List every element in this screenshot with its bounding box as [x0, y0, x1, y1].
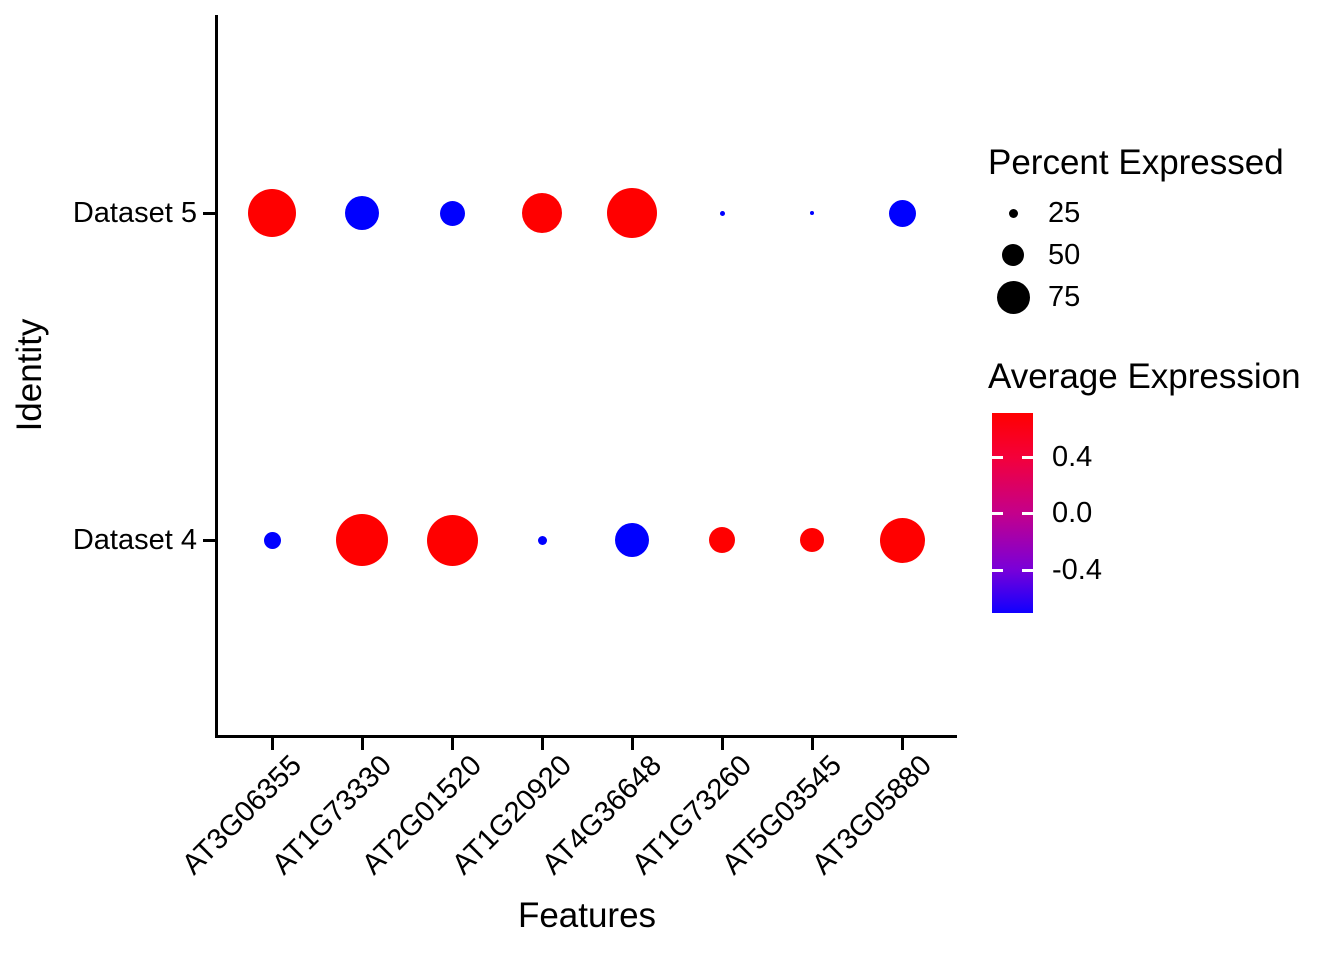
colorbar-tick-left-0.4 — [992, 456, 1003, 459]
x-tick-at1g20920 — [541, 738, 544, 750]
size-legend-dot-75 — [996, 280, 1030, 314]
dot-dataset4-AT4G36648 — [615, 523, 649, 557]
dot-dataset5-AT4G36648 — [607, 188, 657, 238]
dot-dataset5-AT1G73330 — [345, 196, 379, 230]
colorbar-label-0.4: 0.4 — [1052, 441, 1093, 473]
dot-dataset4-AT2G01520 — [426, 514, 478, 566]
dot-dataset4-AT1G73260 — [709, 527, 735, 553]
dot-dataset4-AT3G05880 — [879, 517, 925, 563]
x-tick-at2g01520 — [451, 738, 454, 750]
x-tick-at5g03545 — [811, 738, 814, 750]
x-tick-at4g36648 — [631, 738, 634, 750]
colorbar-tick-right-0.0 — [1022, 512, 1033, 515]
dot-dataset5-AT3G06355 — [248, 189, 296, 237]
x-tick-at1g73330 — [361, 738, 364, 750]
x-tick-at1g73260 — [721, 738, 724, 750]
size-legend-label-50: 50 — [1048, 239, 1081, 271]
colorbar-tick-right-0.4 — [1022, 456, 1033, 459]
dot-dataset4-AT5G03545 — [800, 528, 824, 552]
x-tick-at3g06355 — [271, 738, 274, 750]
colorbar-tick-right--0.4 — [1022, 569, 1033, 572]
dot-dataset5-AT5G03545 — [810, 211, 814, 215]
colorbar-tick-left--0.4 — [992, 569, 1003, 572]
x-tick-at3g05880 — [901, 738, 904, 750]
colorbar-tick-left-0.0 — [992, 512, 1003, 515]
dot-dataset5-AT2G01520 — [439, 200, 465, 226]
size-legend-label-25: 25 — [1048, 197, 1081, 229]
size-legend-title: Percent Expressed — [988, 143, 1284, 182]
x-tick-label-at3g05880: AT3G05880 — [806, 749, 938, 881]
dot-dataset4-AT1G20920 — [537, 535, 547, 545]
size-legend-dot-50 — [1002, 244, 1024, 266]
dot-dataset5-AT1G73260 — [719, 210, 725, 216]
dot-dataset4-AT3G06355 — [263, 531, 281, 549]
colorbar-label-0.0: 0.0 — [1052, 497, 1093, 529]
size-legend-label-75: 75 — [1048, 281, 1081, 313]
x-axis-line — [215, 735, 957, 738]
y-tick-label-dataset-5: Dataset 5 — [72, 197, 197, 229]
y-tick-label-dataset-4: Dataset 4 — [72, 524, 197, 556]
y-tick-dataset-5 — [203, 212, 215, 215]
y-axis-title: Identity — [10, 318, 49, 432]
colorbar-label--0.4: -0.4 — [1052, 554, 1102, 586]
y-axis-line — [215, 15, 218, 738]
color-legend-title: Average Expression — [988, 357, 1301, 396]
size-legend-dot-25 — [1008, 208, 1018, 218]
x-axis-title: Features — [517, 896, 657, 935]
y-tick-dataset-4 — [203, 539, 215, 542]
dot-dataset5-AT1G20920 — [522, 193, 562, 233]
dot-dataset4-AT1G73330 — [336, 514, 388, 566]
dot-dataset5-AT3G05880 — [888, 199, 916, 227]
